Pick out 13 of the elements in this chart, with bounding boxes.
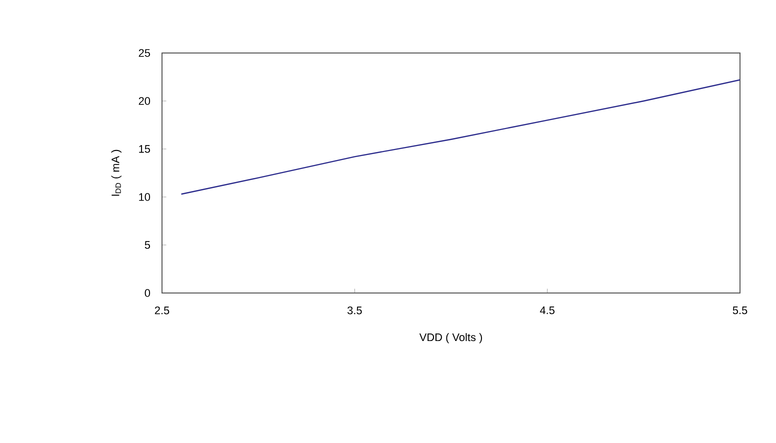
y-tick-label: 5	[144, 241, 150, 249]
x-tick-label: 3.5	[347, 306, 362, 314]
y-tick-label: 20	[138, 97, 150, 105]
y-tick-label: 0	[144, 289, 150, 297]
line-series	[180, 79, 740, 195]
x-tick-label: 4.5	[540, 306, 554, 314]
x-axis-title: VDD ( Volts )	[419, 333, 482, 344]
y-tick-label: 25	[138, 49, 150, 57]
y-axis-title: I$_{DD}$ ( mA )	[111, 150, 122, 196]
y-tick-label: 15	[139, 145, 150, 153]
x-tick-label: 2.5	[154, 306, 170, 314]
x-tick-label: 5.5	[732, 306, 748, 314]
y-tick-label: 10	[139, 193, 150, 201]
